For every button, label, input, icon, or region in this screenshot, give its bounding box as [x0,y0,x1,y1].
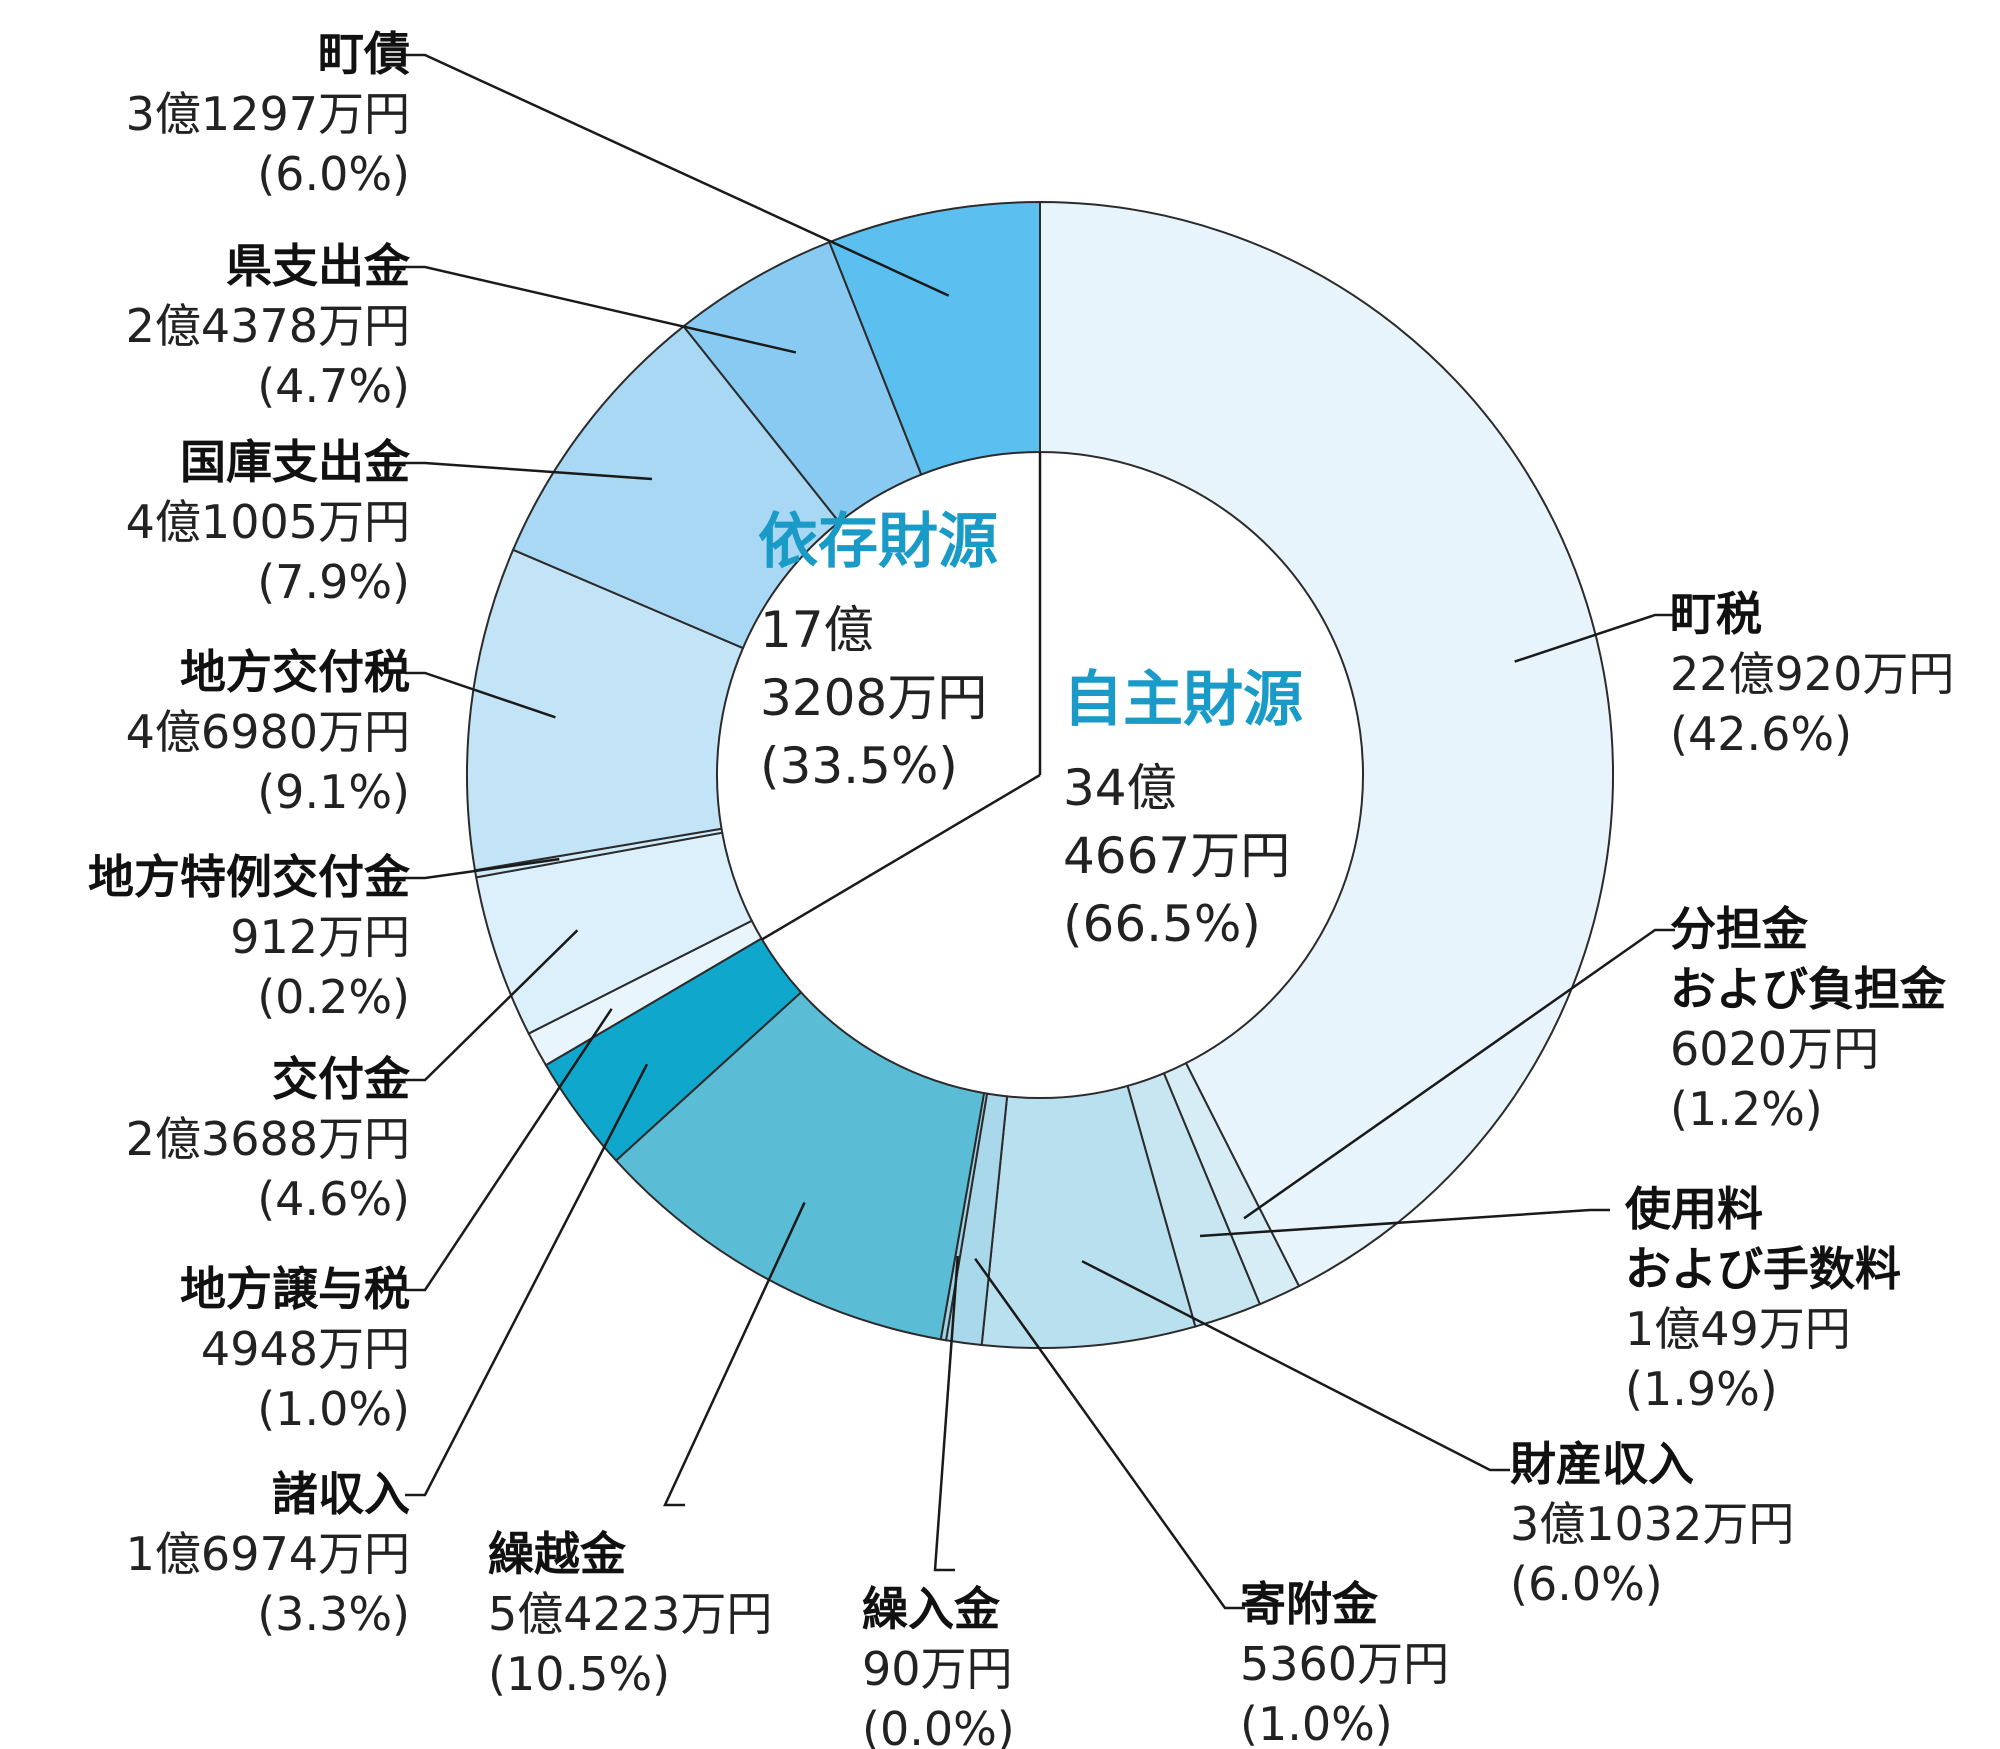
leader-line-13 [405,265,797,354]
segment-label-11-name-0: 地方交付税 [180,645,410,699]
leader-line-5 [933,1255,959,1572]
segment-label-1-name-1: および負担金 [1670,962,1947,1016]
leader-line-12 [405,461,653,481]
segment-label-2-name-1: および手数料 [1625,1242,1901,1296]
segment-label-6-percent: (10.5%) [488,1647,670,1701]
segment-label-8-percent: (1.0%) [257,1382,410,1436]
segment-label-6-name-0: 繰越金 [488,1527,627,1581]
leader-lines [405,53,1675,1610]
leader-line-4 [974,1257,1245,1610]
segment-label-12-name-0: 国庫支出金 [180,435,411,489]
group-value-1-0: 17億 [760,601,874,659]
segment-label-12-percent: (7.9%) [257,555,410,609]
group-value-0-0: 34億 [1063,759,1177,817]
segment-label-9-name-0: 交付金 [272,1052,411,1106]
segment-label-2-amount: 1億49万円 [1625,1302,1851,1356]
segment-label-13-percent: (4.7%) [257,359,410,413]
segment-label-8-name-0: 地方譲与税 [180,1262,410,1316]
segment-label-0-amount: 22億920万円 [1670,647,1954,701]
segment-label-5-name-0: 繰入金 [862,1582,1001,1636]
segment-label-7-amount: 1億6974万円 [126,1527,410,1581]
leader-line-3 [1081,1260,1510,1472]
group-title-1: 依存財源 [758,507,998,577]
leader-line-1 [1243,928,1675,1220]
leader-line-6 [663,1201,806,1507]
segment-label-12-amount: 4億1005万円 [126,495,410,549]
segment-label-2-name-0: 使用料 [1625,1182,1763,1236]
group-divider-bottom [761,773,1041,941]
segment-label-5-percent: (0.0%) [862,1702,1015,1749]
leader-line-7 [405,1063,649,1497]
group-value-0-2: (66.5%) [1063,895,1261,953]
segment-label-10-name-0: 地方特例交付金 [88,850,411,904]
segment-label-3-name-0: 財産収入 [1510,1437,1694,1491]
segment-label-8-amount: 4948万円 [201,1322,410,1376]
segment-label-9-amount: 2億3688万円 [126,1112,410,1166]
segment-label-0-name-0: 町税 [1670,587,1762,641]
segment-label-5-amount: 90万円 [862,1642,1013,1696]
leader-line-11 [405,671,556,719]
segment-label-7-name-0: 諸収入 [272,1467,410,1521]
leader-line-2 [1199,1208,1610,1238]
group-value-1-1: 3208万円 [760,669,987,727]
leader-line-8 [405,1008,613,1292]
donut-segment-14 [828,200,1041,476]
leader-line-14 [405,53,950,297]
group-value-1-2: (33.5%) [760,737,958,795]
donut-segment-0 [1039,200,1614,1288]
segment-label-14-amount: 3億1297万円 [126,87,410,141]
segment-label-4-percent: (1.0%) [1240,1697,1393,1749]
segment-label-14-percent: (6.0%) [257,147,410,201]
segment-label-3-amount: 3億1032万円 [1510,1497,1794,1551]
group-labels: 自主財源 34億 4667万円 (66.5%) 依存財源 17億 3208万円 (33.5%) [758,452,1303,953]
segment-label-10-amount: 912万円 [230,910,410,964]
segment-label-1-percent: (1.2%) [1670,1082,1823,1136]
leader-line-0 [1514,613,1675,663]
segment-label-4-name-0: 寄附金 [1240,1577,1379,1631]
segment-label-0-percent: (42.6%) [1670,707,1852,761]
segment-label-11-amount: 4億6980万円 [126,705,410,759]
leader-line-10 [405,857,560,880]
segment-label-1-amount: 6020万円 [1670,1022,1879,1076]
donut-segments [466,200,1614,1349]
segment-label-9-percent: (4.6%) [257,1172,410,1226]
segment-label-13-amount: 2億4378万円 [126,299,410,353]
segment-label-6-amount: 5億4223万円 [488,1587,772,1641]
segment-label-14-name-0: 町債 [318,27,410,81]
group-value-0-1: 4667万円 [1063,827,1290,885]
segment-label-3-percent: (6.0%) [1510,1557,1663,1611]
segment-label-4-amount: 5360万円 [1240,1637,1449,1691]
segment-label-10-percent: (0.2%) [257,970,410,1024]
segment-label-13-name-0: 県支出金 [226,239,411,293]
leader-line-9 [405,929,579,1082]
segment-label-1-name-0: 分担金 [1670,902,1809,956]
segment-label-11-percent: (9.1%) [257,765,410,819]
group-title-0: 自主財源 [1063,665,1303,735]
segment-label-7-percent: (3.3%) [257,1587,410,1641]
segment-label-2-percent: (1.9%) [1625,1362,1778,1416]
